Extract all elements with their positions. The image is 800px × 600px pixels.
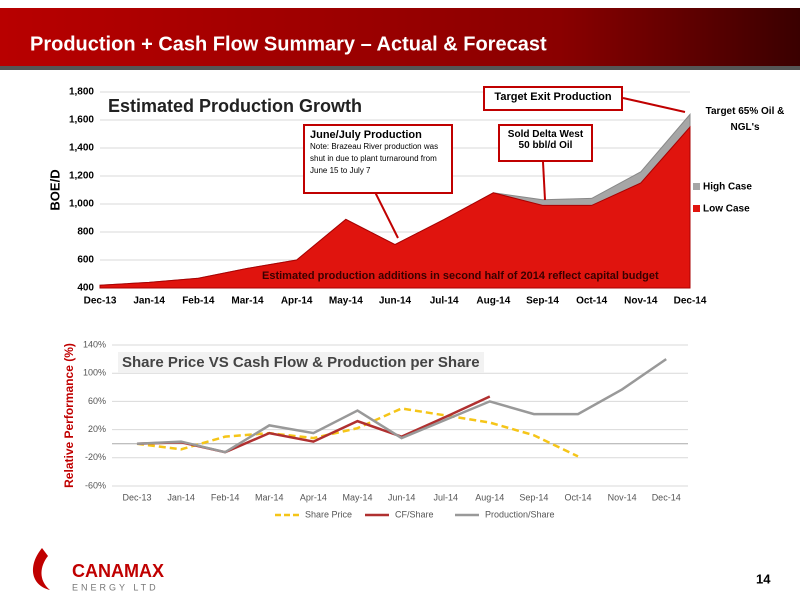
- x-tick-label: Jan-14: [133, 296, 165, 307]
- logo-tagline: ENERGY LTD: [72, 582, 159, 592]
- x-tick-label: Jul-14: [430, 296, 459, 307]
- x-tick-label: Dec-13: [122, 492, 151, 502]
- slide-title: Production + Cash Flow Summary – Actual …: [30, 33, 547, 55]
- x-tick-label: Nov-14: [624, 296, 658, 307]
- annotation: Sold Delta West 50 bbl/d Oil: [498, 124, 593, 162]
- y-tick-label: 100%: [83, 368, 106, 378]
- x-tick-label: Feb-14: [182, 296, 215, 307]
- legend-label: CF/Share: [395, 509, 434, 519]
- y-tick-label: -20%: [85, 452, 106, 462]
- x-tick-label: Aug-14: [475, 492, 504, 502]
- y-tick-label: 1,200: [69, 171, 94, 182]
- y-tick-label: 20%: [88, 424, 106, 434]
- area: [99, 125, 691, 289]
- x-tick-label: Jan-14: [167, 492, 195, 502]
- legend-label: Low Case: [703, 204, 750, 215]
- x-tick-label: Mar-14: [231, 296, 264, 307]
- x-tick-label: Apr-14: [300, 492, 327, 502]
- y-tick-label: 1,600: [69, 115, 94, 126]
- legend-swatch: [693, 205, 700, 212]
- y-tick-label: 60%: [88, 396, 106, 406]
- x-tick-label: Jul-14: [433, 492, 458, 502]
- legend-label: Production/Share: [485, 509, 555, 519]
- y-tick-label: 600: [77, 255, 94, 266]
- legend-label: High Case: [703, 182, 752, 193]
- y-tick-label: 1,000: [69, 199, 94, 210]
- arrows: [374, 97, 686, 239]
- annotation: Estimated production additions in second…: [262, 270, 659, 282]
- x-tick-label: Aug-14: [476, 296, 510, 307]
- logo-flame: [32, 548, 50, 590]
- header-bar: [0, 8, 800, 66]
- x-tick-label: Feb-14: [211, 492, 240, 502]
- y-axis-label: Relative Performance (%): [62, 343, 76, 488]
- annotation-box: June/July Production Note: Brazeau River…: [303, 124, 453, 194]
- annotation: June/July Production: [310, 129, 422, 141]
- x-tick-label: May-14: [342, 492, 372, 502]
- line: [136, 358, 667, 454]
- x-tick-label: Dec-14: [652, 492, 681, 502]
- x-tick-label: Apr-14: [281, 296, 313, 307]
- x-tick-label: Oct-14: [564, 492, 591, 502]
- x-tick-label: Jun-14: [379, 296, 412, 307]
- y-tick-label: -60%: [85, 480, 106, 490]
- annotation: Target 65% Oil & NGL's: [705, 106, 785, 133]
- x-tick-label: Nov-14: [608, 492, 637, 502]
- logo-name: CANAMAX: [72, 561, 164, 581]
- legend-label: Share Price: [305, 509, 352, 519]
- y-tick-label: 1,400: [69, 143, 94, 154]
- legend-swatch: [693, 183, 700, 190]
- y-axis-label: BOE/D: [47, 169, 62, 210]
- x-tick-label: Jun-14: [388, 492, 416, 502]
- x-tick-label: May-14: [329, 296, 363, 307]
- chart-title: Share Price VS Cash Flow & Production pe…: [118, 352, 484, 373]
- line: [136, 407, 579, 458]
- x-tick-label: Sep-14: [526, 296, 559, 307]
- annotation: Target Exit Production: [483, 86, 623, 111]
- x-tick-label: Sep-14: [519, 492, 548, 502]
- y-tick-label: 1,800: [69, 87, 94, 98]
- y-tick-label: 140%: [83, 339, 106, 349]
- x-tick-label: Mar-14: [255, 492, 284, 502]
- chart-title: Estimated Production Growth: [108, 96, 363, 116]
- y-tick-label: 400: [77, 283, 94, 294]
- header-rule: [0, 66, 800, 70]
- x-tick-label: Dec-13: [84, 296, 117, 307]
- x-tick-label: Oct-14: [576, 296, 608, 307]
- x-tick-label: Dec-14: [674, 296, 707, 307]
- y-tick-label: 800: [77, 227, 94, 238]
- annotation: Note: Brazeau River production was shut …: [310, 142, 439, 175]
- page-number: 14: [756, 571, 771, 586]
